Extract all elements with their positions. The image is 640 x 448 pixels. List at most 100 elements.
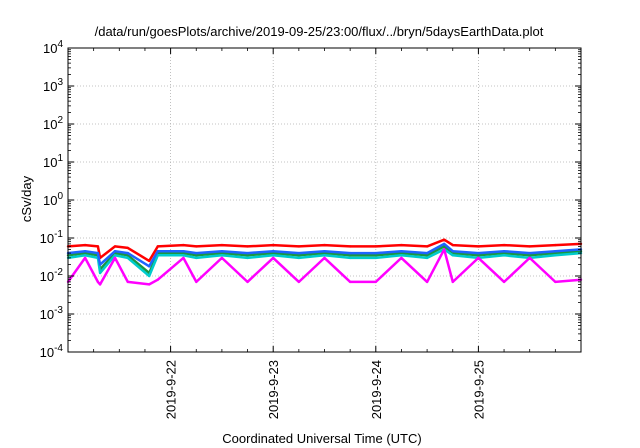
x-tick-label: 2019-9-22 bbox=[164, 360, 179, 419]
series-1-point bbox=[443, 238, 446, 241]
series-2-point bbox=[297, 254, 301, 257]
ticks: 104 103 102 101 100 10-1 10-2 10-3 10-4 2019-9-22… bbox=[40, 39, 581, 419]
series-5-point bbox=[297, 280, 301, 284]
series-3-point bbox=[195, 256, 198, 260]
series-2-point bbox=[195, 254, 198, 257]
series-3-point bbox=[113, 254, 117, 257]
series-4-point bbox=[156, 250, 159, 253]
series-4-point bbox=[528, 251, 531, 255]
series-4-point bbox=[113, 250, 117, 253]
series-2-point bbox=[502, 251, 506, 255]
series-4-point bbox=[349, 251, 352, 255]
series-4-point bbox=[443, 242, 446, 246]
series-1-point bbox=[246, 245, 249, 248]
series-5-point bbox=[98, 283, 102, 286]
series-1-point bbox=[554, 243, 557, 247]
y-tick-label: 10-1 bbox=[40, 229, 64, 246]
series-5-point bbox=[156, 278, 159, 281]
series-5-point bbox=[323, 256, 326, 260]
series-1-point bbox=[400, 243, 403, 247]
y-tick-label: 102 bbox=[43, 115, 63, 132]
series-5-point bbox=[272, 256, 275, 260]
y-tick-label: 10-2 bbox=[40, 267, 64, 284]
series-1-point bbox=[272, 243, 275, 247]
series-5-point bbox=[113, 256, 117, 260]
series-2-point bbox=[425, 254, 429, 257]
series-4-point bbox=[425, 251, 429, 255]
series-4-point bbox=[554, 250, 557, 253]
series-5-point bbox=[195, 280, 198, 284]
series-2-point bbox=[528, 254, 531, 257]
series-2-point bbox=[349, 254, 352, 257]
series-4-point bbox=[195, 251, 198, 255]
series-2-point bbox=[323, 251, 326, 255]
x-tick-label: 2019-9-23 bbox=[266, 360, 281, 419]
series-2-point bbox=[220, 251, 224, 255]
x-tick-label: 2019-9-25 bbox=[471, 360, 486, 419]
series-group bbox=[66, 238, 583, 286]
series-1-point bbox=[528, 245, 531, 248]
series-line-4 bbox=[67, 242, 582, 268]
series-1-point bbox=[374, 245, 377, 248]
series-4-point bbox=[400, 250, 403, 253]
series-3-point bbox=[272, 254, 275, 257]
series-4-point bbox=[323, 250, 326, 253]
series-3-point bbox=[554, 254, 557, 257]
series-3-point bbox=[182, 254, 185, 257]
series-3-point bbox=[220, 254, 224, 257]
series-3-point bbox=[126, 256, 129, 260]
series-1-point bbox=[182, 243, 185, 247]
series-4-point bbox=[246, 251, 249, 255]
y-tick-label: 104 bbox=[43, 39, 63, 56]
series-3-point bbox=[451, 254, 454, 257]
series-3-point bbox=[349, 256, 352, 260]
series-5-point bbox=[502, 280, 506, 284]
series-1-point bbox=[425, 245, 429, 248]
chart-title: /data/run/goesPlots/archive/2019-09-25/2… bbox=[95, 24, 544, 39]
series-5-point bbox=[83, 256, 87, 260]
series-5-point bbox=[126, 280, 129, 284]
series-4-point bbox=[148, 265, 151, 268]
series-3-point bbox=[246, 256, 249, 260]
series-3-point bbox=[400, 254, 403, 257]
y-tick-label: 100 bbox=[43, 191, 63, 208]
series-2-point bbox=[374, 254, 377, 257]
series-1-point bbox=[83, 243, 87, 247]
series-4-point bbox=[477, 251, 480, 255]
series-5-point bbox=[400, 256, 403, 260]
x-axis-label: Coordinated Universal Time (UTC) bbox=[222, 431, 421, 446]
series-3-point bbox=[502, 254, 506, 257]
y-tick-label: 10-4 bbox=[40, 343, 64, 360]
series-2-point bbox=[554, 251, 557, 255]
series-3-point bbox=[374, 256, 377, 260]
series-5-point bbox=[220, 256, 224, 260]
series-2-point bbox=[400, 251, 403, 255]
series-4-point bbox=[220, 250, 224, 253]
series-5-point bbox=[554, 280, 557, 284]
series-1-point bbox=[126, 246, 129, 250]
series-4-point bbox=[182, 250, 185, 253]
series-1-point bbox=[148, 259, 151, 263]
series-line-2 bbox=[67, 245, 582, 275]
series-3-point bbox=[297, 256, 301, 260]
series-line-1 bbox=[67, 238, 582, 263]
y-axis-label: cSv/day bbox=[19, 175, 34, 222]
series-1-point bbox=[96, 245, 100, 248]
series-line-5 bbox=[66, 248, 582, 286]
series-1-point bbox=[113, 245, 117, 248]
series-5-point bbox=[451, 280, 454, 284]
series-2-point bbox=[477, 254, 480, 257]
series-1-point bbox=[477, 245, 480, 248]
series-1-point bbox=[323, 243, 326, 247]
series-5-point bbox=[374, 280, 377, 284]
series-3-point bbox=[323, 254, 326, 257]
series-3-point bbox=[148, 274, 151, 278]
series-4-point bbox=[502, 250, 506, 253]
series-2-point bbox=[272, 251, 275, 255]
y-tick-label: 103 bbox=[43, 77, 63, 94]
y-tick-label: 101 bbox=[43, 153, 63, 170]
series-4-point bbox=[272, 250, 275, 253]
series-1-point bbox=[156, 245, 159, 248]
